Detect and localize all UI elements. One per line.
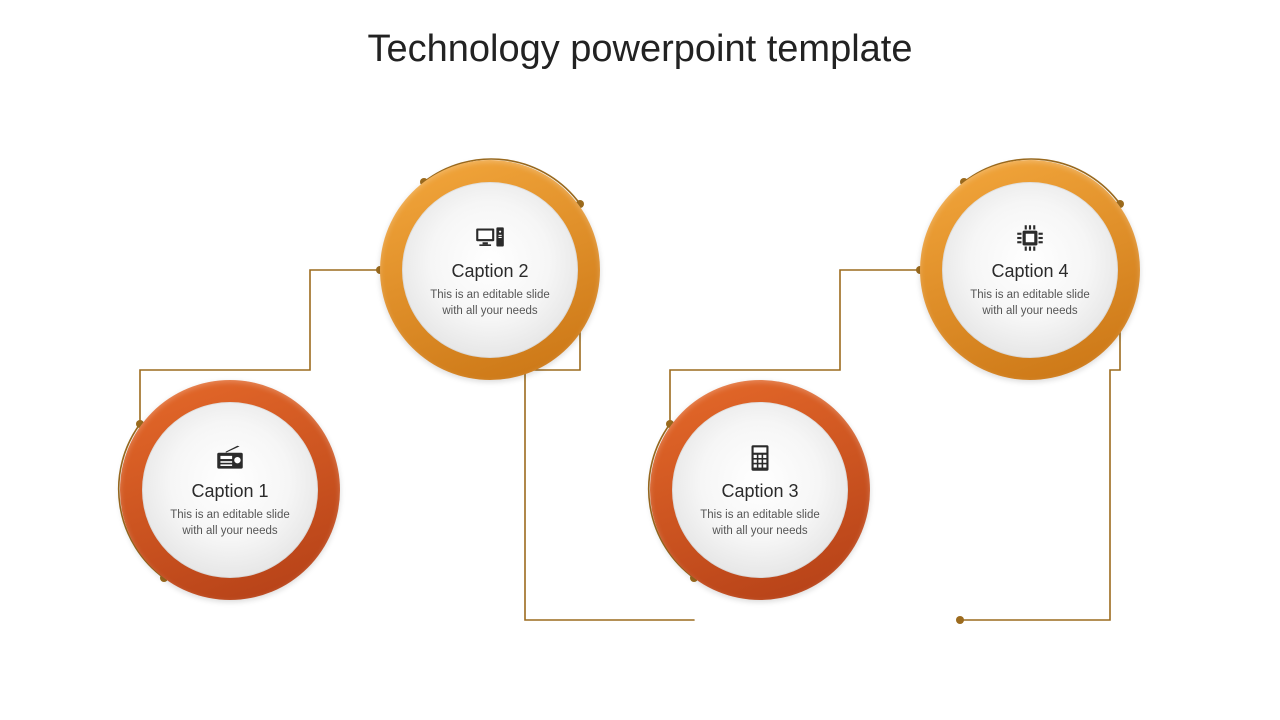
caption-node-4: Caption 4 This is an editable slide with …	[920, 160, 1140, 380]
node-caption: Caption 3	[721, 481, 798, 502]
caption-node-1: Caption 1 This is an editable slide with …	[120, 380, 340, 600]
node-inner: Caption 2 This is an editable slide with …	[402, 182, 578, 358]
node-caption: Caption 1	[191, 481, 268, 502]
radio-icon	[213, 441, 247, 475]
node-desc: This is an editable slide with all your …	[960, 288, 1100, 319]
node-desc: This is an editable slide with all your …	[160, 508, 300, 539]
node-desc: This is an editable slide with all your …	[690, 508, 830, 539]
node-inner: Caption 1 This is an editable slide with …	[142, 402, 318, 578]
node-desc: This is an editable slide with all your …	[420, 288, 560, 319]
node-inner: Caption 4 This is an editable slide with …	[942, 182, 1118, 358]
node-caption: Caption 4	[991, 261, 1068, 282]
caption-node-2: Caption 2 This is an editable slide with …	[380, 160, 600, 380]
node-caption: Caption 2	[451, 261, 528, 282]
slide-stage: Technology powerpoint template Caption 1…	[0, 0, 1280, 720]
chip-icon	[1013, 221, 1047, 255]
slide-title: Technology powerpoint template	[0, 28, 1280, 71]
node-inner: Caption 3 This is an editable slide with …	[672, 402, 848, 578]
computer-icon	[473, 221, 507, 255]
caption-node-3: Caption 3 This is an editable slide with …	[650, 380, 870, 600]
calculator-icon	[743, 441, 777, 475]
